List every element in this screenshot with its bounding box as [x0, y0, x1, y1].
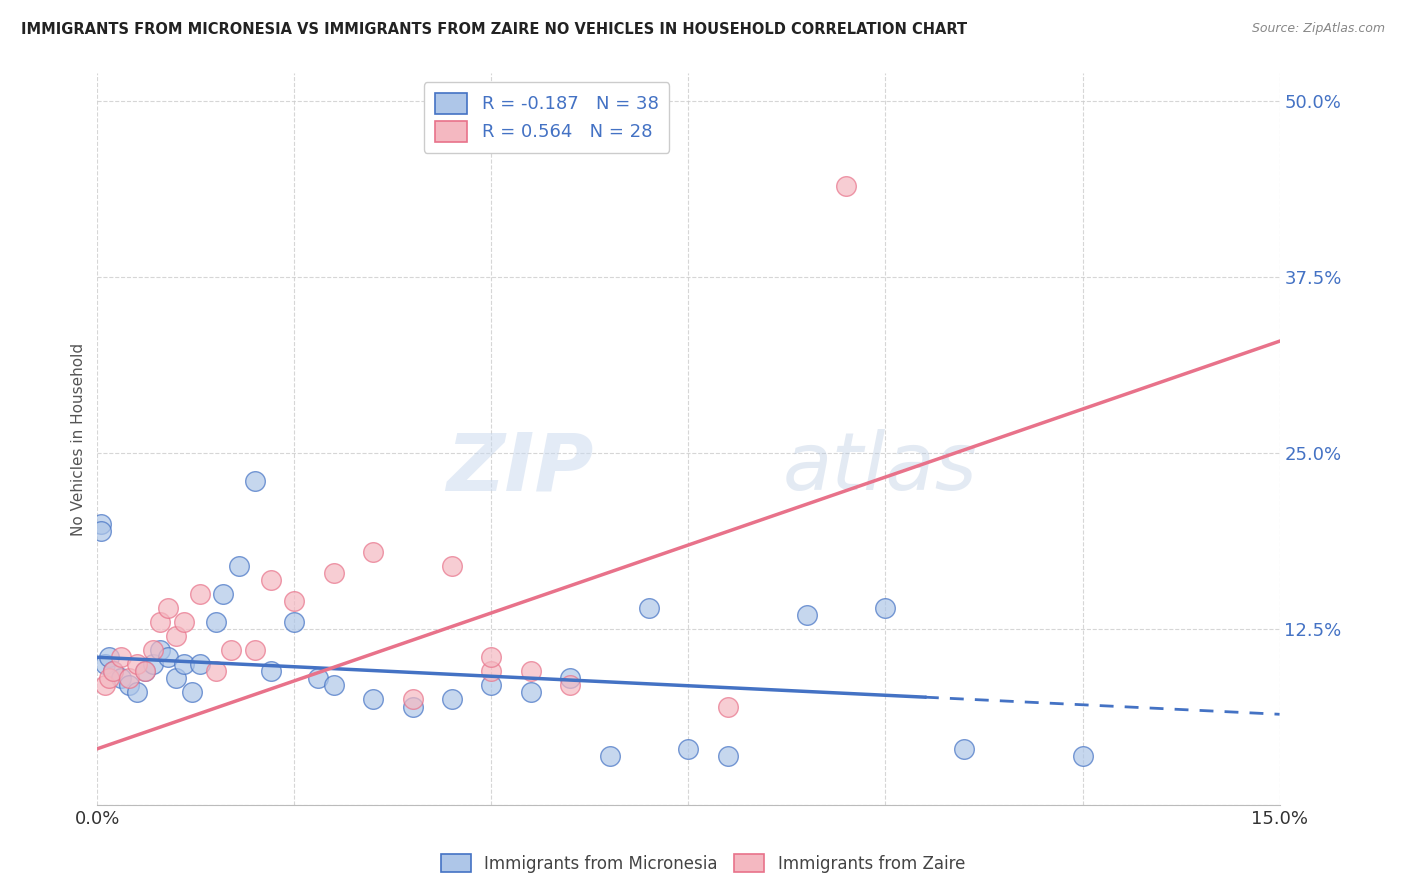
- Point: [221, 643, 243, 657]
- Point: [560, 678, 582, 692]
- Point: [149, 615, 172, 629]
- Point: [717, 748, 740, 763]
- Point: [157, 601, 180, 615]
- Point: [212, 587, 235, 601]
- Point: [599, 748, 621, 763]
- Legend: R = -0.187   N = 38, R = 0.564   N = 28: R = -0.187 N = 38, R = 0.564 N = 28: [423, 82, 669, 153]
- Point: [717, 699, 740, 714]
- Point: [110, 650, 132, 665]
- Point: [173, 615, 195, 629]
- Point: [260, 665, 283, 679]
- Point: [165, 672, 187, 686]
- Point: [361, 692, 384, 706]
- Point: [796, 607, 818, 622]
- Point: [181, 685, 204, 699]
- Point: [307, 672, 329, 686]
- Point: [401, 692, 423, 706]
- Point: [134, 665, 156, 679]
- Text: atlas: atlas: [783, 429, 977, 508]
- Point: [481, 678, 503, 692]
- Point: [678, 741, 700, 756]
- Point: [98, 672, 121, 686]
- Text: IMMIGRANTS FROM MICRONESIA VS IMMIGRANTS FROM ZAIRE NO VEHICLES IN HOUSEHOLD COR: IMMIGRANTS FROM MICRONESIA VS IMMIGRANTS…: [21, 22, 967, 37]
- Point: [875, 601, 897, 615]
- Text: Source: ZipAtlas.com: Source: ZipAtlas.com: [1251, 22, 1385, 36]
- Point: [481, 665, 503, 679]
- Point: [520, 665, 543, 679]
- Point: [322, 678, 344, 692]
- Point: [638, 601, 661, 615]
- Point: [204, 665, 226, 679]
- Point: [953, 741, 976, 756]
- Point: [165, 629, 187, 643]
- Point: [228, 558, 250, 573]
- Point: [118, 672, 141, 686]
- Point: [440, 558, 463, 573]
- Point: [110, 672, 132, 686]
- Point: [440, 692, 463, 706]
- Point: [243, 475, 266, 489]
- Point: [283, 615, 305, 629]
- Point: [481, 650, 503, 665]
- Point: [520, 685, 543, 699]
- Point: [134, 665, 156, 679]
- Point: [90, 524, 112, 538]
- Point: [361, 544, 384, 558]
- Point: [118, 678, 141, 692]
- Point: [322, 566, 344, 580]
- Point: [101, 665, 124, 679]
- Point: [188, 657, 211, 672]
- Point: [188, 587, 211, 601]
- Point: [125, 657, 148, 672]
- Point: [401, 699, 423, 714]
- Point: [98, 650, 121, 665]
- Point: [560, 672, 582, 686]
- Point: [1071, 748, 1094, 763]
- Point: [94, 678, 117, 692]
- Point: [125, 685, 148, 699]
- Point: [260, 573, 283, 587]
- Point: [141, 643, 163, 657]
- Legend: Immigrants from Micronesia, Immigrants from Zaire: Immigrants from Micronesia, Immigrants f…: [434, 847, 972, 880]
- Y-axis label: No Vehicles in Household: No Vehicles in Household: [72, 343, 86, 535]
- Point: [90, 516, 112, 531]
- Point: [243, 643, 266, 657]
- Point: [149, 643, 172, 657]
- Point: [204, 615, 226, 629]
- Point: [157, 650, 180, 665]
- Point: [101, 665, 124, 679]
- Text: ZIP: ZIP: [447, 429, 593, 508]
- Point: [94, 657, 117, 672]
- Point: [141, 657, 163, 672]
- Point: [283, 594, 305, 608]
- Point: [835, 178, 858, 193]
- Point: [173, 657, 195, 672]
